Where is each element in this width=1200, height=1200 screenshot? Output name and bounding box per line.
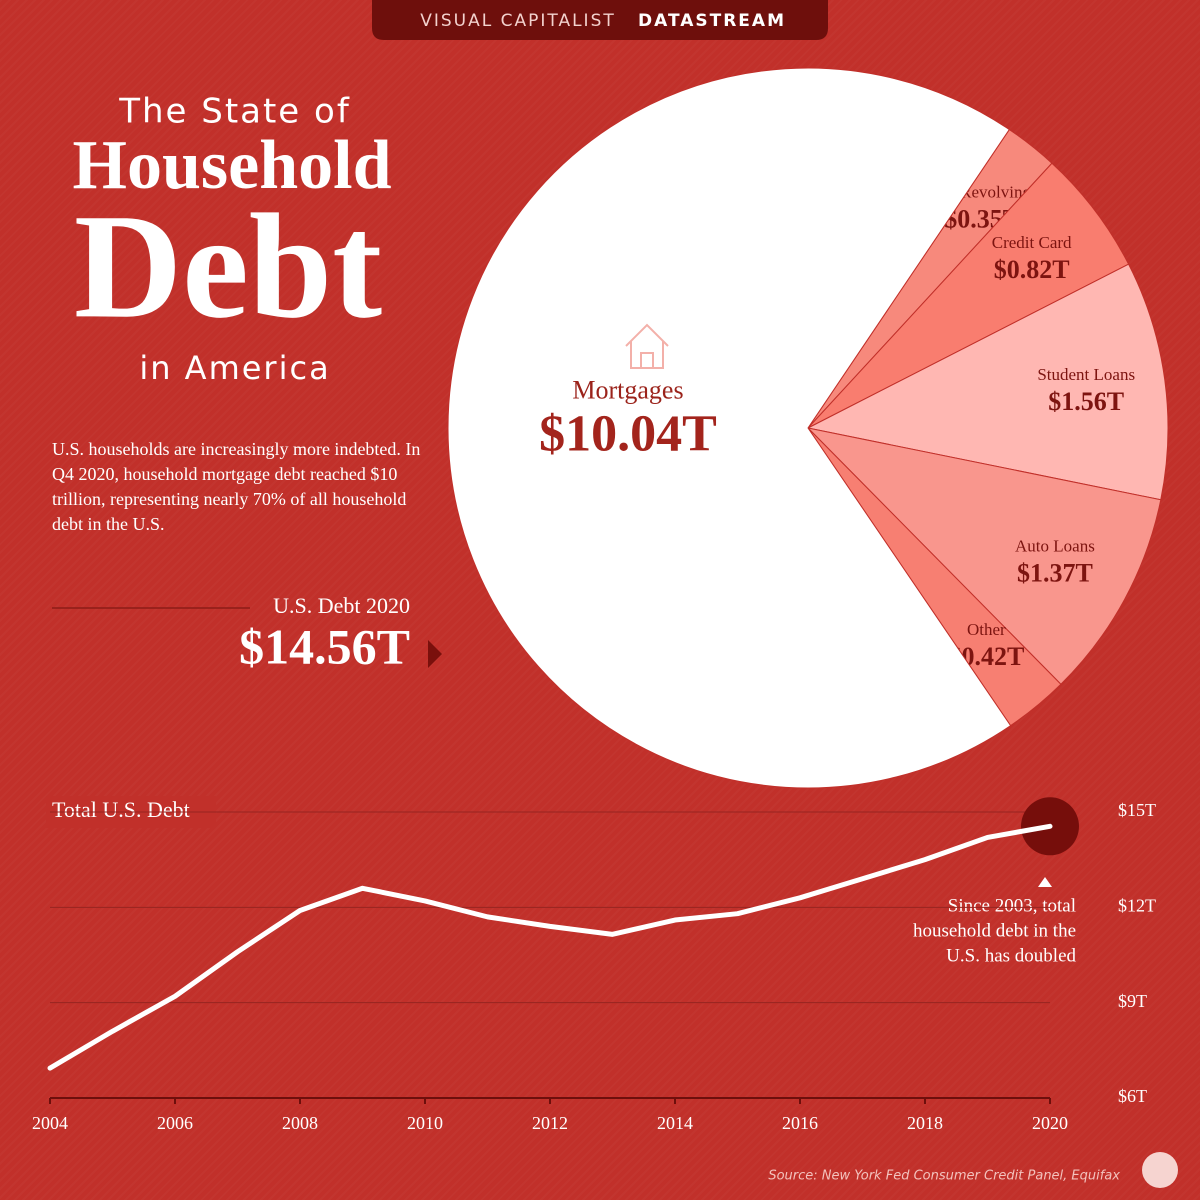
y-tick-label: $9T — [1118, 991, 1147, 1011]
logo — [1142, 1152, 1178, 1188]
pie-slice — [806, 427, 1162, 685]
pie-slice — [806, 263, 1169, 501]
y-tick-label: $12T — [1118, 895, 1156, 915]
source: Source: New York Fed Consumer Credit Pan… — [768, 1169, 1120, 1184]
title-line: in America — [139, 349, 330, 387]
annotation-line: Since 2003, total — [948, 895, 1076, 916]
pie-slice — [807, 162, 1130, 429]
slice-label: Student Loans — [1037, 365, 1135, 384]
debt-line — [47, 823, 1053, 1071]
description: U.S. households are increasingly more in… — [52, 439, 421, 534]
x-tick-label: 2014 — [657, 1113, 693, 1133]
title-line: Household — [73, 127, 392, 204]
x-tick-label: 2012 — [532, 1113, 568, 1133]
slice-label: Other — [967, 620, 1006, 639]
annotation-pointer — [1038, 877, 1052, 887]
total-value: $14.56T — [239, 618, 410, 674]
x-tick-label: 2008 — [282, 1113, 318, 1133]
slice-value: $1.37T — [1017, 559, 1093, 588]
slice-value: $0.82T — [994, 255, 1070, 284]
header-brand: VISUAL CAPITALIST — [420, 11, 616, 31]
x-tick-label: 2016 — [782, 1113, 818, 1133]
title-line: Debt — [74, 183, 382, 349]
x-tick-label: 2010 — [407, 1113, 443, 1133]
annotation-line: household debt in the — [913, 920, 1076, 941]
x-tick-label: 2020 — [1032, 1113, 1068, 1133]
title-line: The State of — [118, 92, 351, 132]
header-product: DATASTREAM — [638, 11, 786, 31]
total-label: U.S. Debt 2020 — [273, 593, 410, 618]
x-tick-label: 2018 — [907, 1113, 943, 1133]
arrow — [428, 640, 442, 668]
house-icon — [625, 323, 669, 369]
x-tick-label: 2004 — [32, 1113, 68, 1133]
annotation-line: U.S. has doubled — [946, 945, 1076, 966]
slice-label: Credit Card — [992, 233, 1072, 252]
pie-slice — [447, 67, 1012, 789]
slice-label: Mortgages — [572, 375, 683, 404]
x-tick-label: 2006 — [157, 1113, 193, 1133]
line-chart: $6T $9T $12T $15T 2004 2006 2008 2010 2012 2014 20… — [32, 797, 1156, 1133]
header-tab — [372, 0, 828, 40]
line-chart-title: Total U.S. Debt — [52, 797, 190, 822]
y-tick-label: $15T — [1118, 800, 1156, 820]
y-tick-label: $6T — [1118, 1086, 1147, 1106]
slice-label: Auto Loans — [1015, 537, 1095, 556]
slice-value: $10.04T — [539, 405, 717, 462]
slice-value: $1.56T — [1048, 387, 1124, 416]
